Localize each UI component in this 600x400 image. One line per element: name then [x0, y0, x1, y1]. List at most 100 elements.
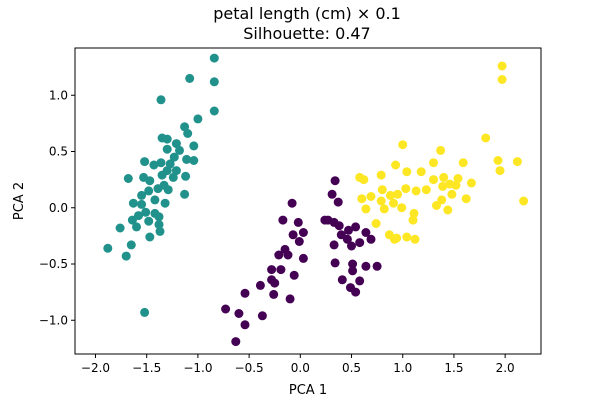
- x-tick-label: −2.0: [81, 361, 110, 375]
- data-point: [351, 222, 361, 232]
- data-point: [150, 195, 160, 205]
- data-point: [408, 215, 418, 225]
- data-point: [372, 261, 382, 271]
- data-point: [411, 186, 421, 196]
- data-point: [393, 189, 403, 199]
- data-point: [127, 215, 137, 225]
- data-point: [348, 266, 358, 276]
- data-point: [294, 237, 304, 246]
- data-point: [355, 238, 365, 248]
- data-point: [132, 222, 141, 232]
- data-point: [432, 201, 441, 210]
- y-tick-label: 0.0: [49, 201, 68, 215]
- data-point: [137, 190, 147, 200]
- data-point: [361, 228, 371, 237]
- y-tick-label: 1.0: [49, 88, 68, 102]
- x-tick-label: −1.5: [132, 361, 161, 375]
- plot-frame: [74, 47, 542, 355]
- data-point: [123, 174, 133, 183]
- data-point: [327, 189, 337, 199]
- data-point: [402, 232, 412, 242]
- data-point: [162, 144, 172, 154]
- data-point: [377, 185, 387, 195]
- data-point: [429, 175, 438, 185]
- chart-title: petal length (cm) × 0.1: [213, 4, 401, 23]
- data-point: [156, 158, 166, 168]
- data-point: [181, 171, 191, 181]
- data-point: [366, 234, 376, 244]
- data-point: [126, 240, 136, 250]
- data-point: [153, 184, 163, 194]
- data-point: [240, 320, 250, 330]
- data-point: [221, 304, 231, 314]
- data-point: [344, 225, 353, 235]
- data-point: [149, 160, 159, 170]
- data-point: [481, 133, 491, 143]
- data-point: [288, 230, 298, 240]
- data-point: [162, 134, 172, 144]
- data-point: [287, 198, 297, 208]
- x-tick-label: 2.0: [496, 361, 515, 375]
- data-point: [371, 219, 381, 228]
- ticks-layer: −2.0 −1.5 −1.0 −0.5 0.0 0.5 1.0 1.5 2.0 −1.0 −0.5 0…: [39, 88, 515, 375]
- x-tick-label: 1.5: [444, 361, 463, 375]
- data-point: [493, 156, 503, 165]
- data-point: [180, 189, 190, 199]
- data-point: [497, 75, 507, 84]
- data-point: [389, 198, 398, 208]
- data-point: [438, 181, 448, 191]
- data-point: [156, 95, 166, 105]
- y-tick-label: −0.5: [39, 257, 68, 271]
- data-point: [189, 156, 199, 165]
- data-point: [285, 294, 295, 304]
- data-point: [183, 129, 193, 138]
- data-point: [361, 261, 371, 271]
- data-point: [512, 157, 522, 167]
- data-point: [497, 61, 507, 71]
- data-point: [398, 140, 408, 150]
- data-point: [359, 175, 369, 185]
- data-point: [410, 234, 420, 244]
- data-point: [209, 77, 219, 87]
- data-point: [140, 157, 150, 167]
- data-point: [330, 176, 340, 186]
- data-point: [255, 280, 265, 290]
- data-point: [115, 223, 125, 233]
- data-point: [298, 253, 308, 263]
- data-point: [121, 251, 131, 261]
- data-point: [402, 167, 412, 177]
- data-point: [189, 141, 199, 151]
- data-point: [355, 276, 365, 286]
- data-point: [141, 207, 151, 217]
- data-point: [209, 53, 219, 63]
- data-point: [193, 114, 203, 124]
- data-point: [163, 185, 173, 195]
- data-point: [397, 203, 407, 213]
- data-point: [209, 106, 219, 116]
- data-point: [234, 309, 244, 318]
- data-point: [342, 234, 352, 244]
- data-point: [171, 166, 181, 176]
- data-point: [409, 208, 419, 218]
- data-point: [392, 233, 402, 243]
- y-tick-label: −1.0: [39, 313, 68, 327]
- data-point: [137, 199, 147, 209]
- data-point: [401, 184, 411, 194]
- data-point: [144, 216, 154, 226]
- data-point: [145, 176, 155, 186]
- data-point: [175, 145, 184, 155]
- data-point: [171, 139, 181, 149]
- x-tick-label: 0.5: [342, 361, 361, 375]
- data-point: [154, 220, 164, 230]
- data-point: [385, 190, 395, 200]
- data-point: [257, 311, 267, 321]
- points-layer: [103, 53, 529, 347]
- chart-subtitle: Silhouette: 0.47: [243, 24, 370, 43]
- data-point: [429, 158, 438, 168]
- data-point: [348, 259, 358, 269]
- data-point: [144, 186, 154, 196]
- data-point: [333, 197, 343, 207]
- data-point: [379, 204, 389, 214]
- data-point: [439, 172, 449, 182]
- data-point: [416, 167, 426, 177]
